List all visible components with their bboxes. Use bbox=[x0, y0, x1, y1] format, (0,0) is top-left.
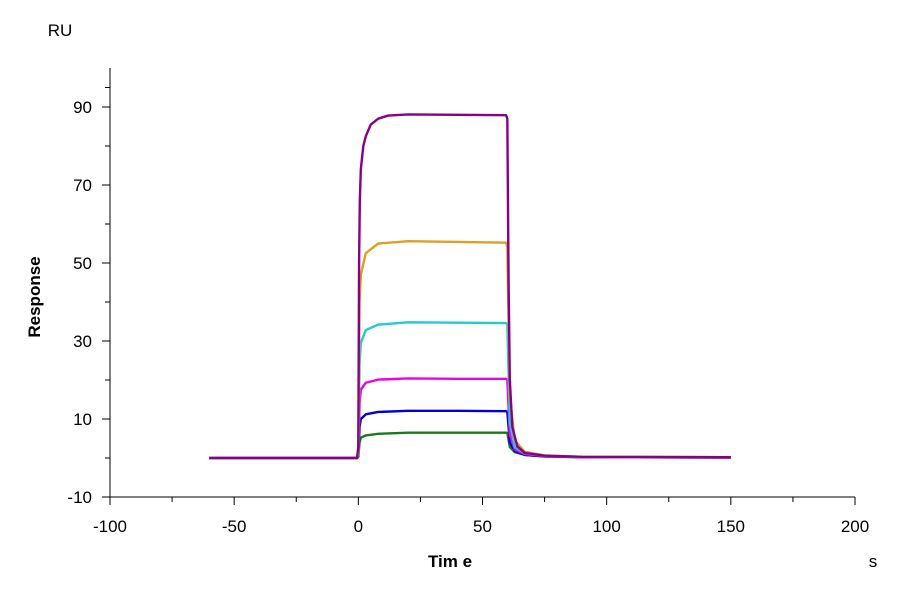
series-line-5 bbox=[209, 239, 731, 460]
x-tick-label: -50 bbox=[222, 517, 247, 536]
x-tick-label: 200 bbox=[841, 517, 869, 536]
x-tick-label: 50 bbox=[473, 517, 492, 536]
x-tick-label: -100 bbox=[93, 517, 127, 536]
y-tick-label: 90 bbox=[73, 98, 92, 117]
y-tick-label: 70 bbox=[73, 176, 92, 195]
y-unit-label: RU bbox=[48, 21, 73, 40]
y-axis-title: Response bbox=[25, 256, 44, 337]
x-unit-label: s bbox=[869, 552, 878, 571]
y-tick-label: 30 bbox=[73, 332, 92, 351]
axes: -100 -50 0 50 100 150 200 -10 10 30 50 70 90 bbox=[67, 68, 869, 536]
series-line-6 bbox=[209, 113, 731, 460]
y-tick-label: -10 bbox=[67, 488, 92, 507]
series-line-2 bbox=[209, 409, 731, 460]
x-axis-title: Tim e bbox=[428, 552, 472, 571]
series-line-1 bbox=[209, 431, 731, 460]
x-tick-label: 150 bbox=[717, 517, 745, 536]
x-tick-label: 100 bbox=[592, 517, 620, 536]
series-line-3 bbox=[209, 377, 731, 460]
series-line-4 bbox=[209, 321, 731, 460]
x-tick-label: 0 bbox=[354, 517, 363, 536]
y-tick-label: 50 bbox=[73, 254, 92, 273]
y-tick-label: 10 bbox=[73, 410, 92, 429]
series-layer bbox=[209, 113, 731, 460]
